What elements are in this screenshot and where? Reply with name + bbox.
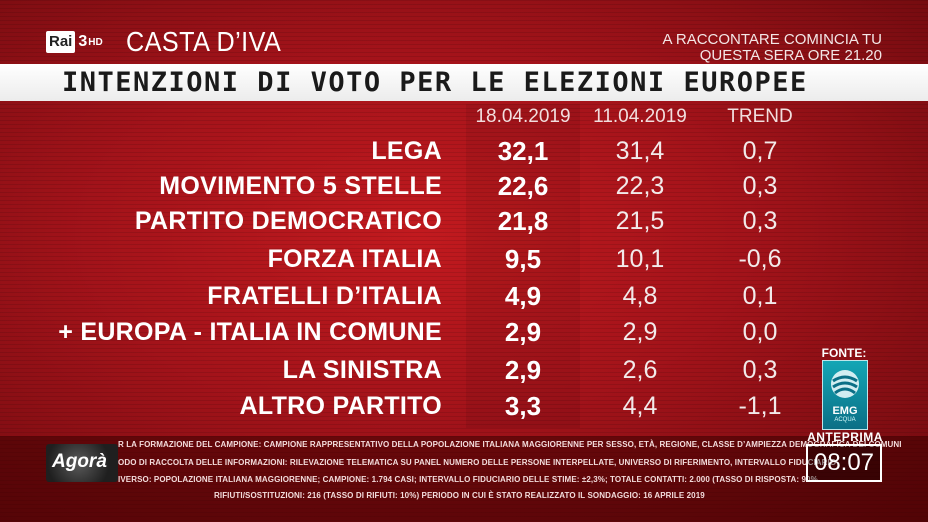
table-row: ALTRO PARTITO 3,3 4,4 -1,1 — [0, 389, 928, 423]
table-row: FORZA ITALIA 9,5 10,1 -0,6 — [0, 242, 928, 276]
promo-line-2: QUESTA SERA ORE 21.20 — [699, 47, 882, 64]
value-previous: 22,3 — [615, 172, 665, 200]
promo-line-1: A RACCONTARE COMINCIA TU — [662, 31, 882, 48]
value-previous: 4,4 — [622, 392, 658, 420]
value-current: 22,6 — [497, 171, 549, 201]
title-band: INTENZIONI DI VOTO PER LE ELEZIONI EUROP… — [0, 64, 928, 101]
value-previous: 31,4 — [615, 137, 665, 165]
top-bar: Rai 3 HD CASTA D’IVA A RACCONTARE COMINC… — [0, 0, 928, 64]
table-row: PARTITO DEMOCRATICO 21,8 21,5 0,3 — [0, 204, 928, 238]
column-header-current: 18.04.2019 — [475, 106, 571, 127]
party-name: LEGA — [371, 137, 442, 165]
value-trend: 0,1 — [742, 282, 778, 310]
table-row: FRATELLI D’ITALIA 4,9 4,8 0,1 — [0, 279, 928, 313]
note-line: ODO DI RACCOLTA DELLE INFORMAZIONI: RILE… — [118, 458, 837, 467]
channel-logo-brand: Rai — [46, 31, 76, 53]
party-name: ALTRO PARTITO — [239, 392, 442, 420]
value-trend: 0,7 — [742, 137, 778, 165]
party-name: PARTITO DEMOCRATICO — [134, 207, 442, 235]
channel-logo-suffix: HD — [88, 36, 103, 48]
note-line: IVERSO: POPOLAZIONE ITALIANA MAGGIORENNE… — [118, 475, 818, 484]
value-trend: -1,1 — [738, 392, 782, 420]
methodology-notes: R LA FORMAZIONE DEL CAMPIONE: CAMPIONE R… — [0, 436, 928, 522]
value-trend: 0,0 — [742, 318, 778, 346]
show-logo-background — [46, 444, 118, 482]
value-trend: 0,3 — [742, 172, 778, 200]
value-trend: 0,3 — [742, 356, 778, 384]
party-name: FRATELLI D’ITALIA — [207, 282, 442, 310]
show-logo-label: Agorà — [52, 451, 107, 472]
value-previous: 21,5 — [615, 207, 665, 235]
source-logo: EMG ACQUA — [822, 360, 868, 430]
column-header-previous: 11.04.2019 — [593, 106, 687, 127]
channel-logo: Rai 3 HD — [46, 30, 103, 54]
note-line: R LA FORMAZIONE DEL CAMPIONE: CAMPIONE R… — [118, 440, 902, 449]
channel-logo-number: 3 — [78, 33, 88, 50]
table-row: LA SINISTRA 2,9 2,6 0,3 — [0, 353, 928, 387]
table-row: LEGA 32,1 31,4 0,7 — [0, 134, 928, 168]
value-previous: 2,9 — [622, 318, 658, 346]
source-name: EMG — [832, 405, 858, 417]
table-row: MOVIMENTO 5 STELLE 22,6 22,3 0,3 — [0, 169, 928, 203]
value-current: 32,1 — [497, 136, 549, 166]
column-highlight — [466, 104, 580, 428]
value-trend: -0,6 — [738, 245, 782, 273]
source-subtitle: ACQUA — [834, 417, 856, 423]
value-previous: 4,8 — [622, 282, 658, 310]
party-name: + EUROPA - ITALIA IN COMUNE — [58, 318, 442, 346]
survey-title: INTENZIONI DI VOTO PER LE ELEZIONI EUROP… — [62, 67, 808, 98]
preview-label: ANTEPRIMA — [807, 430, 883, 444]
column-header-trend: TREND — [727, 106, 793, 127]
program-title: CASTA D’IVA — [126, 26, 282, 57]
note-line: RIFIUTI/SOSTITUZIONI: 216 (TASSO DI RIFI… — [214, 491, 705, 500]
value-current: 2,9 — [504, 355, 542, 385]
water-drop-icon — [831, 370, 859, 398]
promo-text: A RACCONTARE COMINCIA TU QUESTA SERA ORE… — [663, 32, 882, 64]
value-current: 21,8 — [497, 206, 549, 236]
poll-table: 18.04.2019 11.04.2019 TREND LEGA 32,1 31… — [0, 104, 928, 428]
party-name: MOVIMENTO 5 STELLE — [159, 172, 442, 200]
table-row: + EUROPA - ITALIA IN COMUNE 2,9 2,9 0,0 — [0, 315, 928, 349]
party-name: FORZA ITALIA — [267, 245, 442, 273]
value-current: 4,9 — [504, 281, 542, 311]
value-current: 9,5 — [504, 244, 542, 274]
value-current: 3,3 — [504, 391, 542, 421]
show-logo: Agorà — [46, 444, 118, 482]
source-label: FONTE: — [821, 346, 867, 360]
party-name: LA SINISTRA — [282, 356, 442, 384]
value-current: 2,9 — [504, 317, 542, 347]
value-previous: 10,1 — [615, 245, 665, 273]
value-trend: 0,3 — [742, 207, 778, 235]
clock: 08:07 — [806, 444, 882, 482]
value-previous: 2,6 — [622, 356, 658, 384]
